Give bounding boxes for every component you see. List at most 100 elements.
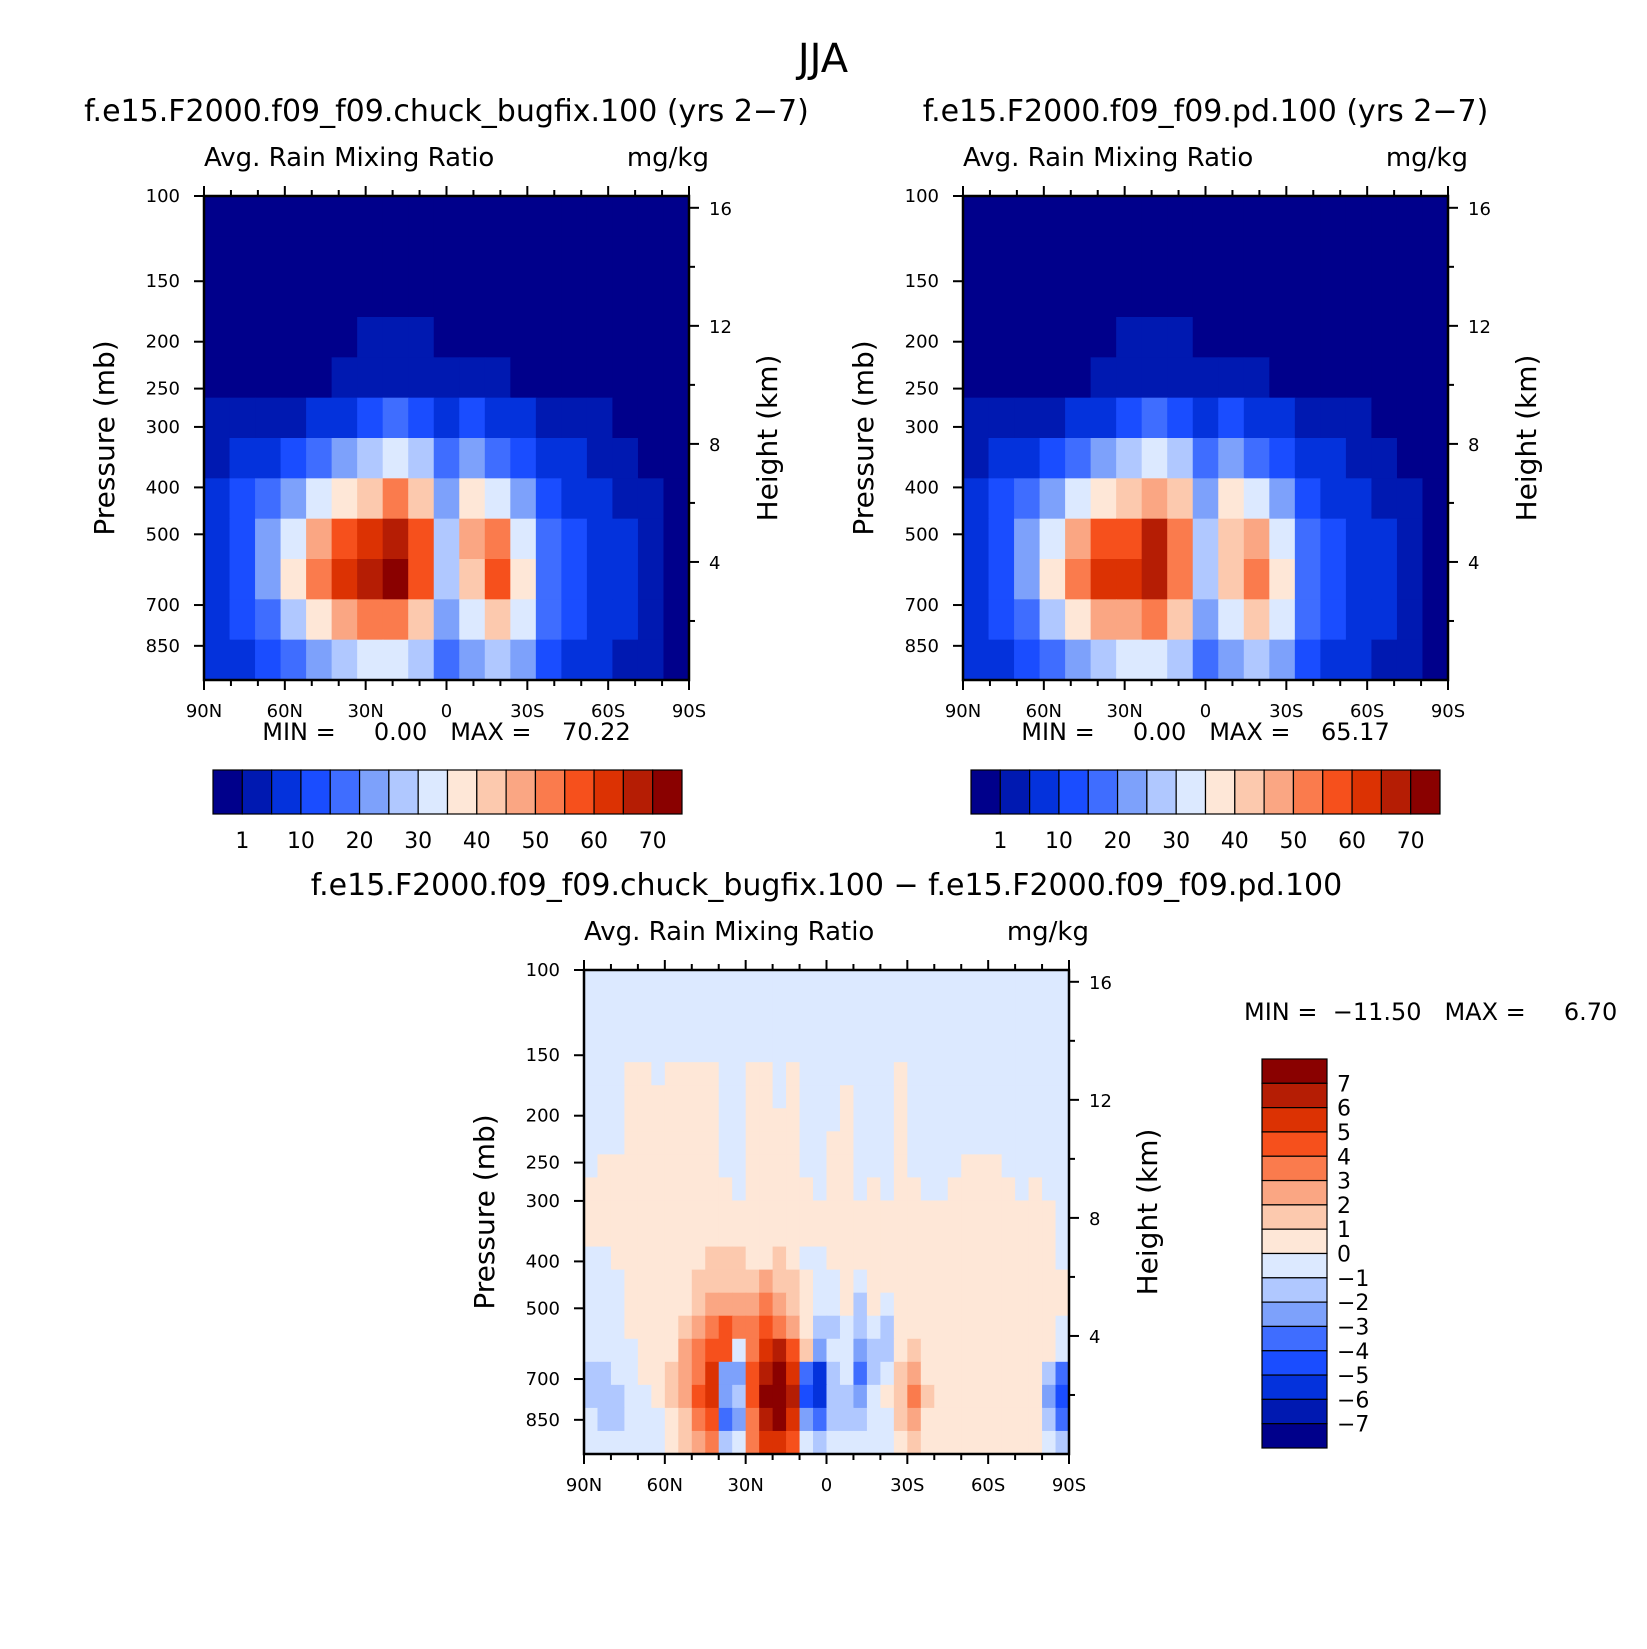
heatmap-cell xyxy=(610,1315,626,1340)
heatmap-cell xyxy=(947,1154,962,1179)
heatmap-cell xyxy=(920,1361,935,1386)
heatmap-cell xyxy=(678,1315,693,1340)
heatmap-cell xyxy=(663,438,690,479)
heatmap-cell xyxy=(1042,1407,1057,1432)
heatmap-cell xyxy=(678,1384,693,1409)
heatmap-cell xyxy=(1371,317,1398,358)
heatmap-cell xyxy=(1345,438,1373,479)
colorbar-box xyxy=(1234,769,1265,815)
heatmap-cell xyxy=(947,1384,962,1409)
heatmap-cell xyxy=(786,1384,801,1409)
heatmap-cell xyxy=(786,1085,801,1109)
heatmap-cell xyxy=(799,1039,814,1063)
heatmap-cell xyxy=(786,1039,801,1063)
heatmap-cell xyxy=(204,478,231,520)
heatmap-cell xyxy=(1055,1177,1070,1202)
heatmap-cell xyxy=(920,1154,935,1179)
colorbar-box xyxy=(1263,769,1295,815)
y-right-tick-label: 16 xyxy=(1089,973,1112,994)
heatmap-cell xyxy=(610,1223,626,1248)
heatmap-cell xyxy=(1192,599,1219,641)
heatmap-cell xyxy=(624,1292,639,1317)
heatmap-cell xyxy=(1320,317,1347,358)
heatmap-cell xyxy=(280,559,307,600)
heatmap-cell xyxy=(974,1200,989,1225)
heatmap-cell xyxy=(718,1292,733,1317)
heatmap-cell xyxy=(433,478,460,520)
heatmap-cell xyxy=(1055,1062,1070,1086)
heatmap-cell xyxy=(280,196,307,237)
heatmap-cell xyxy=(1192,478,1219,520)
heatmap-cell xyxy=(826,1108,841,1132)
heatmap-cell xyxy=(382,276,409,318)
heatmap-cell xyxy=(1141,599,1168,641)
heatmap-cell xyxy=(1345,599,1373,641)
heatmap-cell xyxy=(961,1269,976,1294)
heatmap-cell xyxy=(597,1223,612,1248)
heatmap-cell xyxy=(586,357,614,399)
heatmap-cell xyxy=(813,1430,828,1455)
heatmap-cell xyxy=(584,1016,599,1040)
heatmap-cell xyxy=(745,1292,760,1317)
heatmap-cell xyxy=(1396,639,1424,681)
heatmap-cell xyxy=(759,1338,774,1363)
heatmap-cell xyxy=(691,1361,706,1386)
heatmap-cell xyxy=(1055,1200,1070,1225)
y-axis-label: Pressure (mb) xyxy=(468,1114,501,1309)
heatmap-cell xyxy=(1001,1315,1016,1340)
heatmap-cell xyxy=(678,993,693,1017)
heatmap-cell xyxy=(610,1177,626,1202)
heatmap-cell xyxy=(637,1223,652,1248)
heatmap-cell xyxy=(1218,317,1245,358)
heatmap-cell xyxy=(678,1269,693,1294)
heatmap-cell xyxy=(561,438,588,479)
heatmap-cell xyxy=(1243,518,1270,560)
heatmap-cell xyxy=(331,317,358,358)
heatmap-cell xyxy=(637,478,665,520)
heatmap-cell xyxy=(813,1292,828,1317)
heatmap-cell xyxy=(433,276,460,318)
heatmap-cell xyxy=(920,1131,935,1155)
heatmap-cell xyxy=(637,1062,652,1086)
heatmap-cell xyxy=(651,1154,666,1179)
heatmap-cell xyxy=(204,639,231,681)
x-tick-label: 30N xyxy=(347,701,383,722)
heatmap-cell xyxy=(1039,639,1066,681)
heatmap-cell xyxy=(664,1223,679,1248)
heatmap-cell xyxy=(907,1269,922,1294)
heatmap-cell xyxy=(853,1338,868,1363)
heatmap-cell xyxy=(772,1039,787,1063)
heatmap-cell xyxy=(1065,196,1092,237)
heatmap-cell xyxy=(382,196,409,237)
colorbar-box xyxy=(534,769,566,815)
heatmap-cell xyxy=(1090,196,1117,237)
colorbar-box xyxy=(1261,1082,1328,1109)
y-tick-label: 200 xyxy=(146,332,180,353)
heatmap-cell xyxy=(866,1062,881,1086)
heatmap-cell xyxy=(893,1223,908,1248)
heatmap-cell xyxy=(974,1062,989,1086)
heatmap-cell xyxy=(853,1085,868,1109)
heatmap-cell xyxy=(1028,970,1043,994)
heatmap-cell xyxy=(1116,599,1143,641)
heatmap-cell xyxy=(974,1407,989,1432)
heatmap-cell xyxy=(974,1085,989,1109)
colorbar-box xyxy=(1261,1204,1328,1230)
heatmap-cell xyxy=(988,357,1015,399)
heatmap-cell xyxy=(1192,559,1219,600)
colorbar-box xyxy=(1261,1228,1328,1255)
heatmap-cell xyxy=(459,478,486,520)
heatmap-cell xyxy=(934,1246,949,1271)
heatmap-cell xyxy=(691,1384,706,1409)
heatmap-cell xyxy=(664,1085,679,1109)
heatmap-cell xyxy=(306,639,333,681)
heatmap-cell xyxy=(799,1177,814,1202)
heatmap-cell xyxy=(880,1131,895,1155)
heatmap-cell xyxy=(934,1315,949,1340)
heatmap-cell xyxy=(637,1016,652,1040)
heatmap-cell xyxy=(624,1246,639,1271)
heatmap-cell xyxy=(1345,478,1373,520)
heatmap-cell xyxy=(229,559,256,600)
heatmap-cell xyxy=(1218,639,1245,681)
heatmap-cell xyxy=(535,639,562,681)
